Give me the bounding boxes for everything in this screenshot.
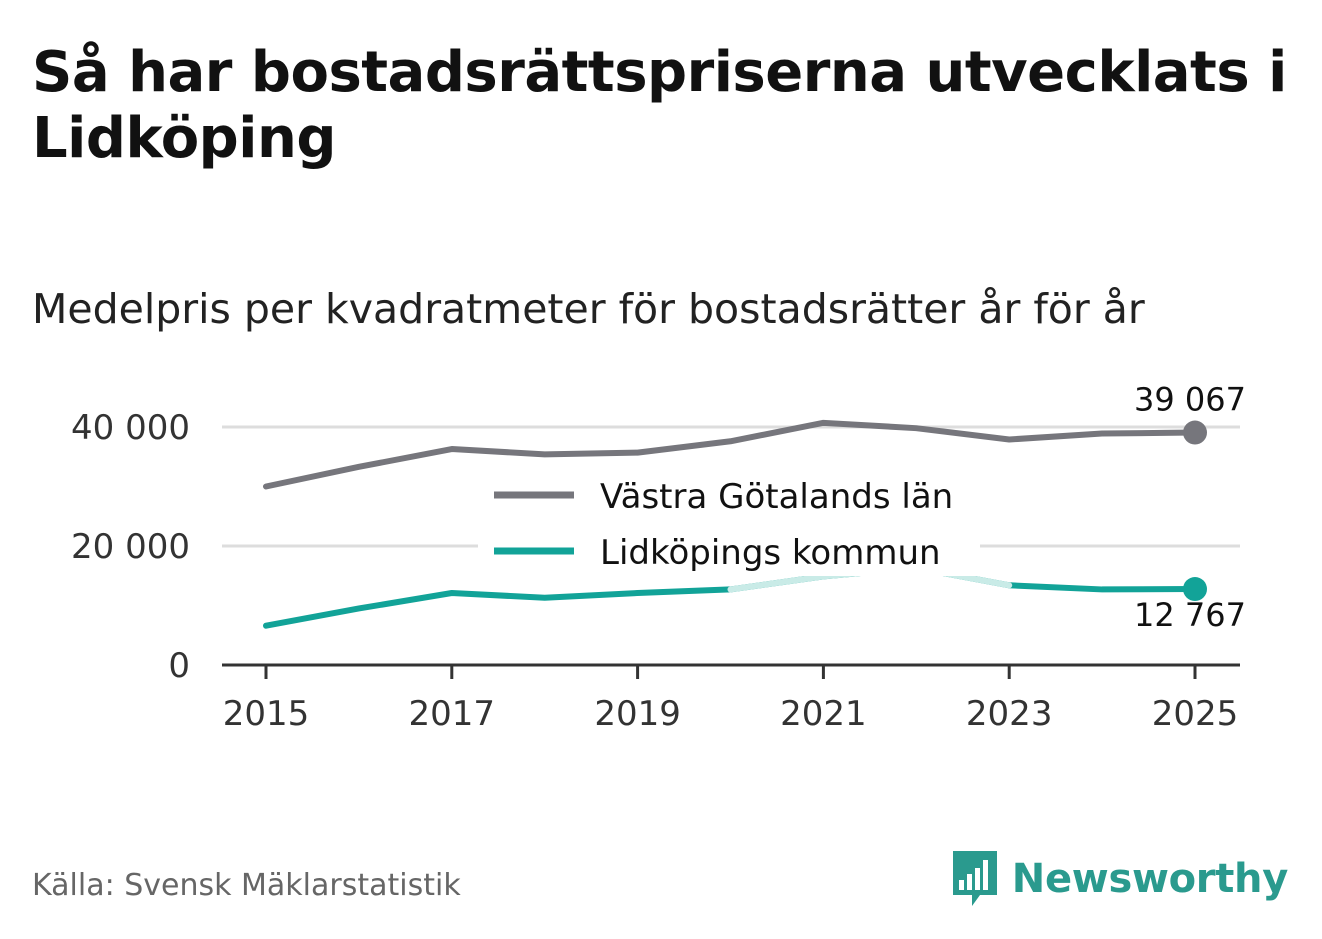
chart-subtitle: Medelpris per kvadratmeter för bostadsrä…	[32, 285, 1145, 333]
chart-title: Så har bostadsrättspriserna utvecklats i…	[32, 40, 1287, 171]
y-tick-label: 40 000	[71, 408, 190, 448]
x-tick-label: 2019	[594, 694, 681, 734]
end-label-vastra-gotalands-lan: 39 067	[1134, 381, 1246, 419]
x-tick-label: 2025	[1152, 694, 1239, 734]
end-marker-lidkopings-kommun	[1183, 577, 1207, 602]
brand-name: Newsworthy	[1011, 856, 1289, 902]
x-tick-label: 2015	[223, 694, 310, 734]
x-tick-label: 2017	[409, 694, 496, 734]
end-label-lidkopings-kommun: 12 767	[1134, 596, 1246, 634]
series-line-lidkopings-kommun	[263, 565, 1198, 629]
series-line-vastra-gotalands-lan	[263, 419, 1198, 490]
brand-logo: Newsworthy	[950, 848, 1288, 910]
legend-label: Västra Götalands län	[600, 477, 953, 517]
newsworthy-logo-icon	[952, 851, 997, 906]
y-tick-label: 0	[168, 646, 190, 686]
source-note: Källa: Svensk Mäklarstatistik	[32, 868, 461, 903]
x-tick-label: 2023	[966, 694, 1053, 734]
y-tick-label: 20 000	[71, 527, 190, 567]
legend-label: Lidköpings kommun	[600, 533, 941, 573]
end-marker-vastra-gotalands-lan	[1183, 420, 1207, 445]
x-tick-label: 2021	[780, 694, 867, 734]
